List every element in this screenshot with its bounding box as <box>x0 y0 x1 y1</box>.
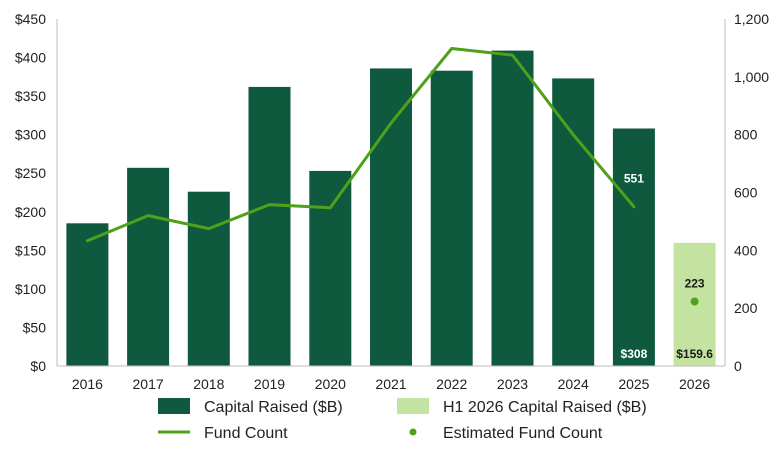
bar-2025 <box>612 128 655 366</box>
legend-swatch <box>158 398 190 414</box>
left-axis-tick-label: $0 <box>30 358 46 374</box>
legend: Capital Raised ($B) H1 2026 Capital Raise… <box>158 398 647 442</box>
bar-2023 <box>491 50 534 366</box>
right-axis-tick-label: 200 <box>734 300 758 316</box>
right-axis-tick-label: 800 <box>734 127 758 143</box>
x-axis-tick-label: 2019 <box>254 376 285 392</box>
x-axis-tick-label: 2025 <box>618 376 649 392</box>
legend-swatch <box>397 398 429 414</box>
line-layer <box>85 47 699 306</box>
right-axis-tick-label: 1,200 <box>734 11 769 27</box>
right-axis-tick-label: 1,000 <box>734 69 769 85</box>
legend-swatch <box>409 428 417 436</box>
x-axis-tick-label: 2026 <box>679 376 710 392</box>
bar-2017 <box>127 167 170 366</box>
bars-layer <box>66 50 716 367</box>
legend-label: Capital Raised ($B) <box>204 399 343 416</box>
bar-2022 <box>430 70 473 366</box>
axes-layer: $0 $50 $100 $150 $200 $250 $300 $350 $400 $450 0 20… <box>15 11 769 392</box>
bar-2016 <box>66 223 109 366</box>
x-axis-tick-label: 2024 <box>558 376 589 392</box>
right-axis-tick-label: 400 <box>734 242 758 258</box>
left-axis-tick-label: $50 <box>23 319 47 335</box>
left-axis-tick-label: $200 <box>15 204 46 220</box>
left-axis-tick-label: $150 <box>15 242 46 258</box>
fund-count-line <box>85 47 636 243</box>
left-axis-tick-label: $300 <box>15 127 46 143</box>
data-label-2026: $159.6 <box>676 347 713 361</box>
bar-2018 <box>187 191 230 366</box>
x-axis-tick-label: 2016 <box>72 376 103 392</box>
legend-label: Fund Count <box>204 425 288 442</box>
x-axis-tick-label: 2022 <box>436 376 467 392</box>
right-axis-tick-label: 600 <box>734 185 758 201</box>
legend-label: H1 2026 Capital Raised ($B) <box>443 399 647 416</box>
bar-2019 <box>248 86 291 367</box>
x-axis-tick-label: 2020 <box>315 376 346 392</box>
legend-label: Estimated Fund Count <box>443 425 603 442</box>
right-axis-tick-label: 0 <box>734 358 742 374</box>
left-axis-tick-label: $250 <box>15 165 46 181</box>
left-axis-tick-label: $100 <box>15 281 46 297</box>
x-axis-tick-label: 2021 <box>375 376 406 392</box>
bar-2021 <box>370 68 412 367</box>
data-label-2026: 223 <box>685 277 705 291</box>
bar-2024 <box>552 78 595 367</box>
data-label-2025: $308 <box>621 347 648 361</box>
left-axis-tick-label: $350 <box>15 88 46 104</box>
bar-2020 <box>309 170 352 366</box>
x-axis-tick-label: 2023 <box>497 376 528 392</box>
left-axis-tick-label: $450 <box>15 11 46 27</box>
data-label-2025: 551 <box>624 172 644 186</box>
x-axis-tick-label: 2018 <box>193 376 224 392</box>
data-labels-layer: 551 $308 223 $159.6 <box>621 172 714 361</box>
estimated-fund-count-point <box>690 297 699 306</box>
x-axis-tick-label: 2017 <box>133 376 164 392</box>
left-axis-tick-label: $400 <box>15 50 46 66</box>
